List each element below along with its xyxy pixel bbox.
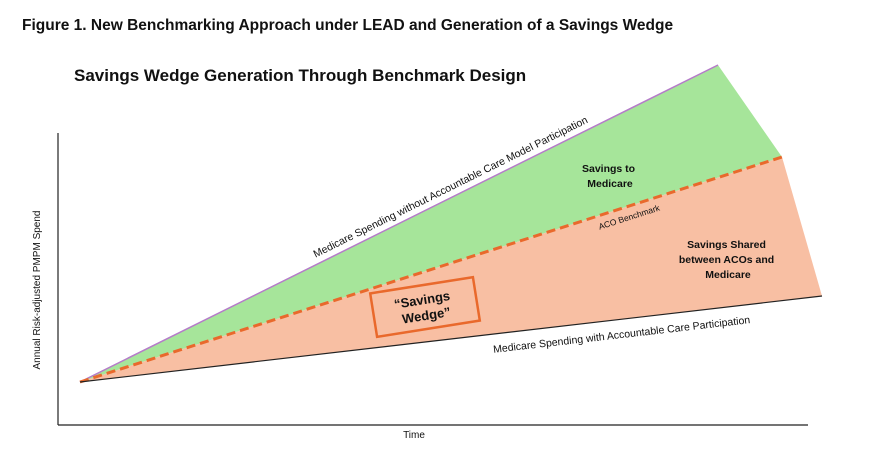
benchmark-line	[79, 155, 783, 384]
savings-wedge: “Savings Wedge”	[368, 275, 482, 339]
x-axis-label: Time	[403, 430, 425, 441]
region-label: Savings Shared between ACOs and Medicare	[679, 239, 777, 281]
diagram-title: Savings Wedge Generation Through Benchma…	[74, 66, 526, 85]
y-axis-label: Annual Risk-adjusted PMPM Spend	[32, 211, 43, 370]
label-line: Medicare	[705, 269, 751, 281]
region-label: Savings to Medicare	[582, 163, 638, 190]
line-without-model	[79, 64, 719, 383]
label-line: between ACOs and	[679, 254, 774, 266]
savings-to-medicare-region	[80, 65, 782, 382]
line-with-participation	[79, 295, 823, 383]
wedge-box	[368, 275, 482, 339]
label-line: Medicare	[587, 178, 633, 190]
savings-shared-region	[80, 157, 822, 382]
label-line: Savings to	[582, 163, 635, 175]
figure-title: Figure 1. New Benchmarking Approach unde…	[22, 17, 673, 34]
label-line: Savings Shared	[687, 239, 766, 251]
